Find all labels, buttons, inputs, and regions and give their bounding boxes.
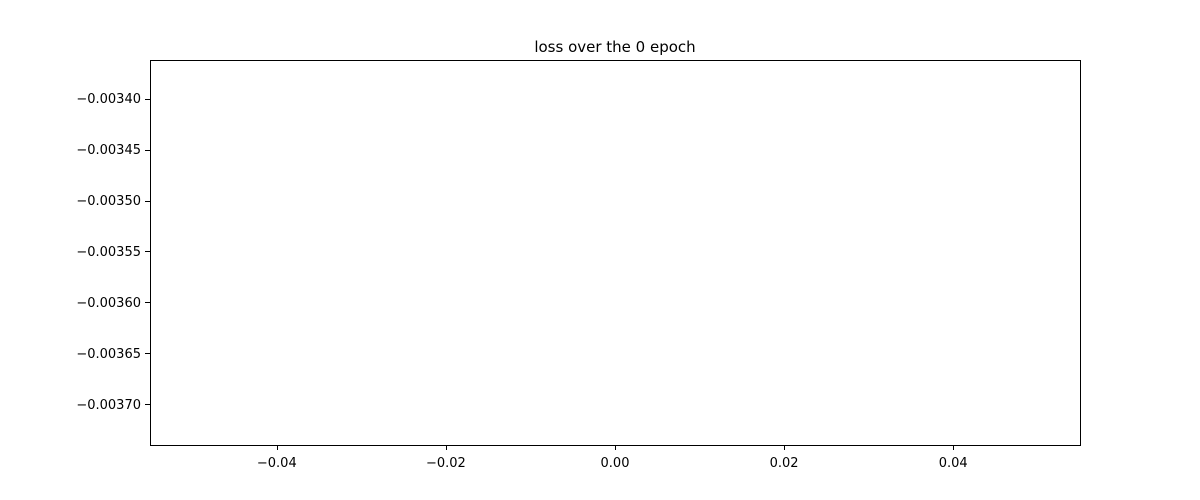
y-tick-label: −0.00340 [76, 92, 141, 107]
y-tick-label: −0.00350 [76, 194, 141, 209]
x-tick-label: −0.04 [257, 456, 297, 471]
y-axis: −0.00340 −0.00345 −0.00350 −0.00355 −0.00360… [76, 92, 150, 413]
y-tick-label: −0.00370 [76, 398, 141, 413]
plot-area-frame [150, 60, 1081, 446]
y-tick-label: −0.00360 [76, 296, 141, 311]
y-tick-label: −0.00345 [76, 143, 141, 158]
x-tick-label: 0.04 [939, 456, 968, 471]
x-axis: −0.04 −0.02 0.00 0.02 0.04 [257, 445, 968, 471]
x-tick-label: 0.00 [601, 456, 630, 471]
x-tick-label: −0.02 [426, 456, 466, 471]
y-tick-label: −0.00355 [76, 245, 141, 260]
x-tick-label: 0.02 [770, 456, 799, 471]
y-tick-label: −0.00365 [76, 347, 141, 362]
chart-title: loss over the 0 epoch [534, 38, 695, 56]
